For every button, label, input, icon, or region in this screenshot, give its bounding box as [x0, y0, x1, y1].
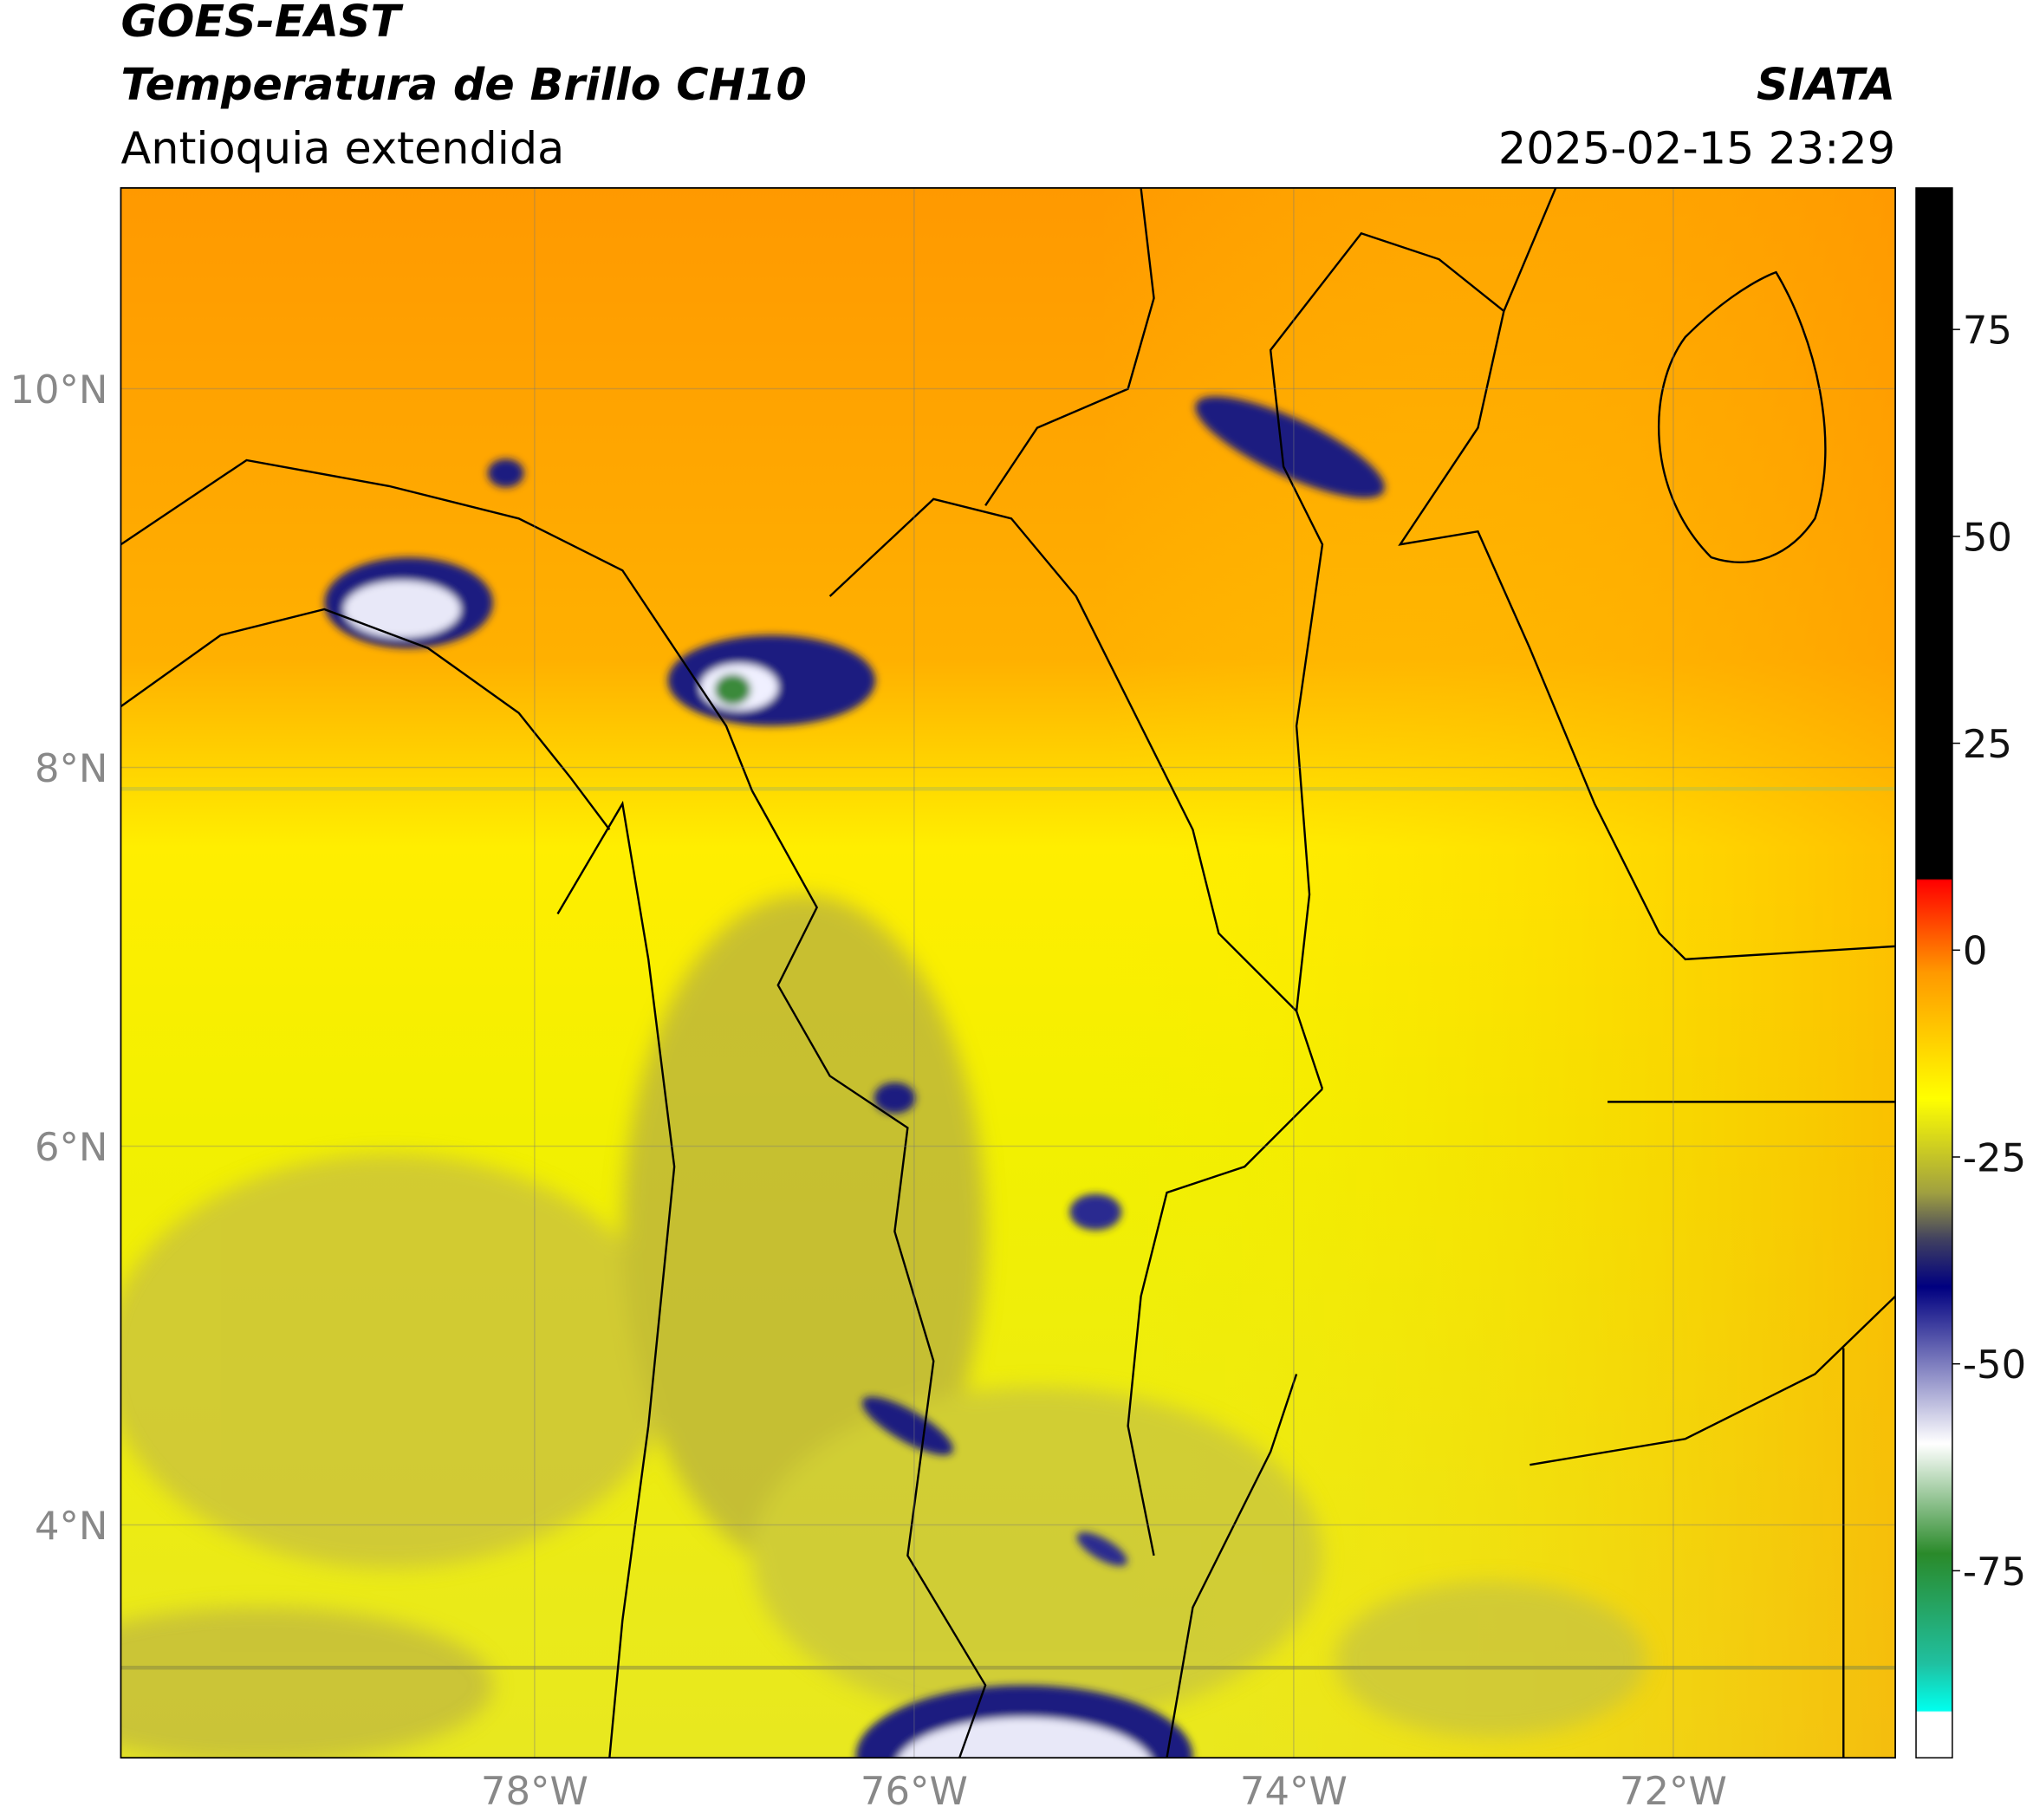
colorbar-tick-label: -25 — [1963, 1134, 2026, 1180]
colorbar-tick-label: 50 — [1963, 514, 2012, 560]
x-tick-label: 78°W — [481, 1768, 588, 1814]
x-tick-label: 74°W — [1240, 1768, 1348, 1814]
colorbar-tick-label: 25 — [1963, 721, 2012, 767]
map-imagery — [120, 187, 1896, 1758]
y-tick-label: 4°N — [35, 1503, 108, 1549]
colorbar-tick-label: 75 — [1963, 308, 2012, 354]
map-frame — [120, 186, 1896, 1759]
x-tick-label: 72°W — [1620, 1768, 1727, 1814]
ticks: 78°W 76°W 74°W 72°W 10°N 8°N 6°N 4°N 75 50 25 0 -25 -… — [10, 308, 2026, 1814]
subtitle: Temperatura de Brillo CH10 — [120, 59, 806, 110]
agency: SIATA — [1757, 59, 1895, 110]
y-tick-label: 6°N — [35, 1124, 108, 1170]
x-tick-label: 76°W — [861, 1768, 968, 1814]
colorbar-tick-label: -50 — [1963, 1342, 2026, 1388]
datetime: 2025-02-15 23:29 — [1498, 122, 1895, 173]
colorbar — [1915, 187, 1953, 1758]
colorbar-tick-label: -75 — [1963, 1549, 2026, 1595]
y-tick-label: 10°N — [10, 367, 107, 413]
colorbar-tick-label: 0 — [1963, 928, 1988, 974]
y-tick-label: 8°N — [35, 745, 108, 791]
grid — [120, 187, 1896, 1758]
region: Antioquia extendida — [120, 122, 564, 173]
title: GOES-EAST — [120, 0, 404, 47]
